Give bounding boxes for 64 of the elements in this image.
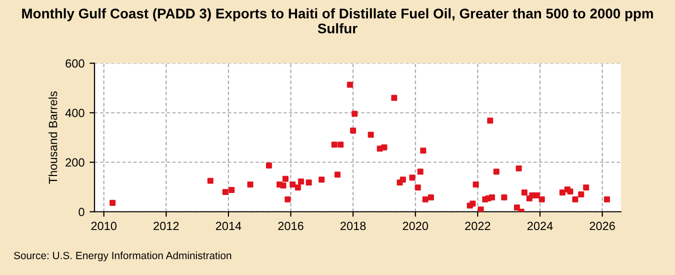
point: [489, 194, 496, 200]
point: [298, 178, 304, 185]
y-tick-label: 200: [66, 158, 84, 167]
x-tick-label: 2014: [216, 222, 242, 230]
point: [493, 168, 500, 175]
point: [110, 200, 116, 206]
point: [422, 196, 428, 202]
point: [290, 182, 296, 188]
point: [487, 118, 494, 124]
x-tick-label: 2012: [154, 222, 179, 230]
point: [284, 196, 291, 202]
point: [381, 144, 388, 150]
x-tick-label: 2018: [340, 222, 366, 230]
chart-title: Monthly Gulf Coast (PADD 3) Exports to Haiti of Distillate Fuel Oil, Greater than 500 to 2000 ppm Sulfur: [22, 8, 653, 34]
point: [583, 184, 590, 190]
point: [470, 200, 476, 207]
point: [428, 194, 434, 200]
point: [318, 176, 325, 183]
point: [280, 182, 286, 189]
point: [521, 189, 528, 196]
point: [282, 176, 288, 182]
point: [346, 82, 353, 88]
point: [478, 206, 484, 212]
point: [331, 142, 338, 148]
point: [414, 184, 421, 190]
point: [534, 192, 540, 198]
point: [294, 184, 301, 190]
x-tick-label: 2020: [402, 222, 428, 230]
point: [247, 182, 254, 188]
y-tick-label: 600: [66, 59, 84, 68]
point: [228, 186, 235, 193]
point: [514, 204, 520, 211]
point: [559, 189, 566, 196]
point: [578, 191, 584, 198]
point: [501, 194, 508, 200]
source-note: Source: U.S. Energy Information Administration: [14, 252, 232, 262]
point: [572, 196, 578, 202]
point: [207, 178, 214, 184]
point: [400, 176, 406, 183]
point: [604, 196, 610, 202]
x-tick-label: 2016: [278, 222, 304, 230]
point: [350, 128, 356, 134]
point: [391, 94, 398, 101]
x-tick-label: 2010: [91, 222, 117, 230]
point: [338, 142, 344, 148]
point: [516, 165, 522, 172]
point: [409, 174, 416, 181]
point: [567, 188, 574, 194]
x-tick-label: 2022: [465, 222, 490, 230]
point: [352, 110, 358, 117]
point: [472, 182, 479, 188]
y-axis-title: Thousand Barrels: [48, 91, 58, 184]
x-tick-label: 2026: [590, 222, 615, 230]
point: [334, 172, 340, 178]
y-tick-label: 0: [78, 208, 84, 216]
point: [538, 196, 545, 202]
y-tick-label: 400: [65, 108, 84, 118]
point: [417, 168, 424, 175]
x-tick-label: 2024: [527, 222, 553, 230]
point: [420, 148, 426, 154]
point: [306, 180, 312, 186]
point: [368, 132, 374, 138]
point: [222, 188, 228, 195]
point: [266, 162, 272, 168]
